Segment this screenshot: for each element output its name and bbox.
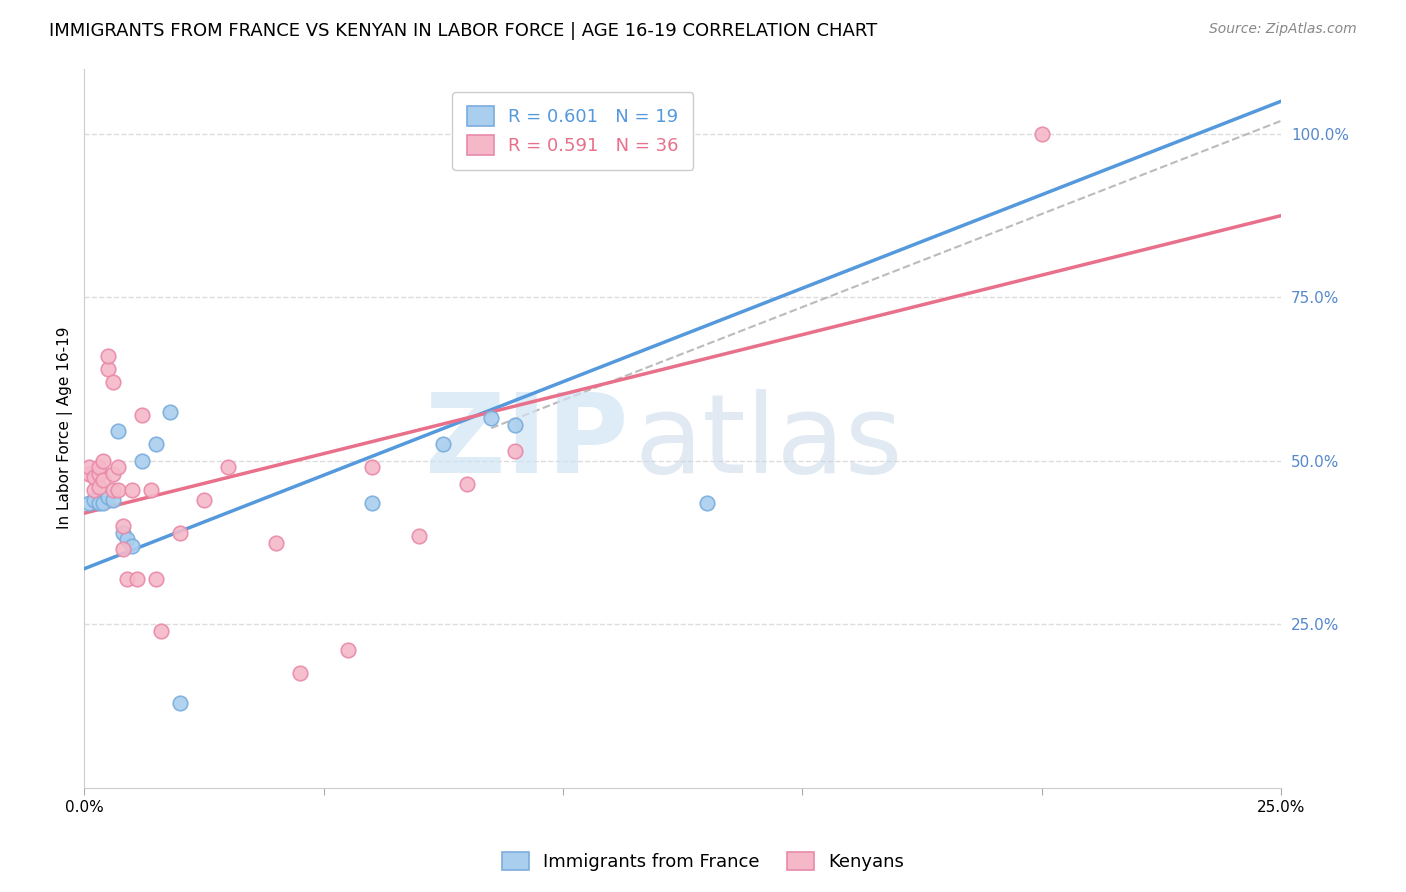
Point (77, 496, 100, 510)
Point (87, 467, 110, 481)
Point (87, 496, 110, 510)
Point (97, 490, 120, 504)
Point (149, 624, 172, 638)
Point (97, 349, 120, 363)
Point (131, 408, 153, 422)
Point (360, 496, 382, 510)
Point (101, 376, 124, 390)
Point (145, 572, 167, 586)
Text: ZIP: ZIP (426, 389, 628, 496)
Point (479, 411, 502, 425)
Point (145, 437, 167, 451)
Point (77, 467, 100, 481)
Point (93, 496, 115, 510)
Point (336, 643, 359, 657)
Text: atlas: atlas (636, 389, 903, 496)
Point (111, 525, 134, 540)
Legend: R = 0.601   N = 19, R = 0.591   N = 36: R = 0.601 N = 19, R = 0.591 N = 36 (453, 92, 693, 169)
Point (107, 460, 129, 475)
Point (97, 362, 120, 376)
Point (111, 519, 134, 533)
Point (83, 493, 105, 508)
Point (217, 460, 239, 475)
Point (131, 454, 153, 468)
Point (159, 405, 181, 419)
Point (456, 476, 478, 491)
Point (169, 696, 191, 710)
Point (288, 666, 311, 681)
Point (101, 483, 124, 498)
Point (193, 493, 215, 508)
Point (101, 493, 124, 508)
Point (117, 533, 139, 547)
Point (117, 572, 139, 586)
Point (87, 460, 110, 475)
Point (107, 483, 129, 498)
Point (93, 454, 115, 468)
Legend: Immigrants from France, Kenyans: Immigrants from France, Kenyans (495, 845, 911, 879)
Text: Source: ZipAtlas.com: Source: ZipAtlas.com (1209, 22, 1357, 37)
Point (696, 496, 718, 510)
Point (503, 417, 526, 432)
Point (83, 483, 105, 498)
Point (169, 525, 191, 540)
Text: IMMIGRANTS FROM FRANCE VS KENYAN IN LABOR FORCE | AGE 16-19 CORRELATION CHART: IMMIGRANTS FROM FRANCE VS KENYAN IN LABO… (49, 22, 877, 40)
Point (121, 539, 143, 553)
Point (432, 437, 454, 451)
Point (125, 572, 148, 586)
Point (141, 483, 163, 498)
Point (101, 467, 124, 481)
Point (93, 474, 115, 488)
Point (111, 542, 134, 557)
Point (360, 460, 382, 475)
Y-axis label: In Labor Force | Age 16-19: In Labor Force | Age 16-19 (58, 326, 73, 529)
Point (83, 470, 105, 484)
Point (503, 444, 526, 458)
Point (1031, 127, 1053, 141)
Point (264, 535, 287, 549)
Point (107, 425, 129, 439)
Point (121, 483, 143, 498)
Point (87, 480, 110, 494)
Point (408, 529, 430, 543)
Point (77, 460, 100, 475)
